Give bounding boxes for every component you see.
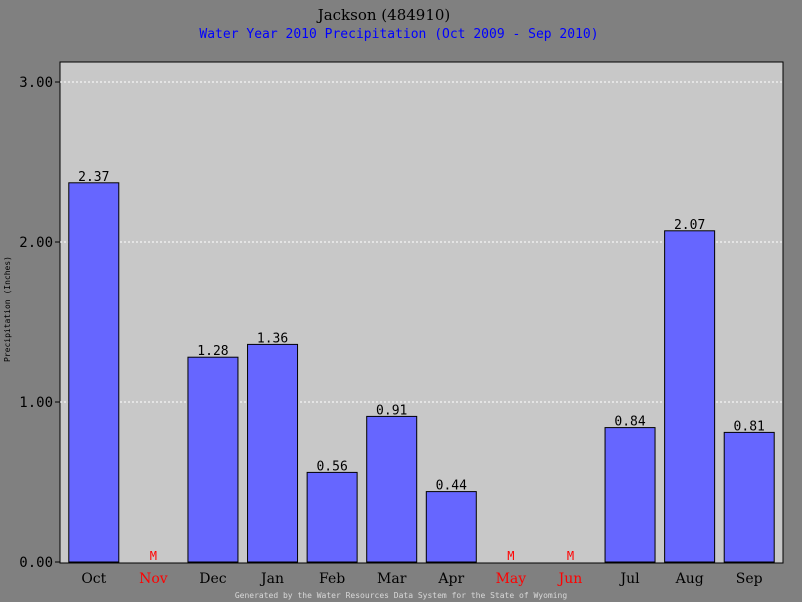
x-tick-mar: Mar <box>377 571 407 587</box>
x-tick-aug: Aug <box>675 571 704 587</box>
y-axis-label: Precipitation (Inches) <box>3 256 12 362</box>
plot-area <box>59 61 784 564</box>
bar-jan <box>247 343 299 563</box>
bar-dec <box>187 356 239 563</box>
gridlines <box>60 81 783 403</box>
x-tick-jul: Jul <box>618 571 640 587</box>
bar-sep <box>723 431 775 563</box>
y-tick-label: 0.00 <box>19 555 53 571</box>
bar-jul <box>604 427 656 563</box>
footer-credit: Generated by the Water Resources Data Sy… <box>235 591 568 600</box>
x-tick-dec: Dec <box>199 571 227 587</box>
bars <box>68 182 775 563</box>
bar-mar <box>366 415 418 563</box>
bar-apr <box>425 491 477 563</box>
y-tick-label: 1.00 <box>19 395 53 411</box>
value-label-dec: 1.28 <box>197 344 228 359</box>
value-label-jul: 0.84 <box>614 415 645 430</box>
x-tick-feb: Feb <box>319 571 345 587</box>
value-label-feb: 0.56 <box>316 459 347 474</box>
missing-marker-may: M <box>507 549 514 563</box>
y-axis-ticks: 0.00 1.00 2.00 3.00 <box>19 75 60 571</box>
value-label-aug: 2.07 <box>674 218 705 233</box>
x-axis-ticks: Oct Nov Dec Jan Feb Mar Apr May Jun Jul Aug Sep <box>81 571 762 587</box>
value-label-mar: 0.91 <box>376 403 407 418</box>
bar-oct <box>68 182 120 563</box>
x-tick-oct: Oct <box>81 571 106 587</box>
y-tick-label: 3.00 <box>19 75 53 91</box>
missing-marker-jun: M <box>567 549 574 563</box>
value-label-sep: 0.81 <box>734 419 765 434</box>
bar-aug <box>664 230 716 563</box>
x-tick-may: May <box>496 571 527 587</box>
bar-feb <box>306 471 358 563</box>
y-tick-label: 2.00 <box>19 235 53 251</box>
missing-marker-nov: M <box>150 549 157 563</box>
value-labels: 2.37 M 1.28 1.36 0.56 0.91 0.44 M M 0.84 2.07 0.81 <box>78 170 765 563</box>
value-label-apr: 0.44 <box>436 479 467 494</box>
value-label-jan: 1.36 <box>257 331 288 346</box>
x-tick-jun: Jun <box>557 571 583 587</box>
chart-title: Jackson (484910) <box>316 6 451 24</box>
x-tick-apr: Apr <box>437 571 464 587</box>
value-label-oct: 2.37 <box>78 170 109 185</box>
x-tick-sep: Sep <box>736 571 763 587</box>
x-tick-jan: Jan <box>259 571 284 587</box>
chart-subtitle: Water Year 2010 Precipitation (Oct 2009 … <box>199 27 598 42</box>
x-tick-nov: Nov <box>139 571 168 587</box>
